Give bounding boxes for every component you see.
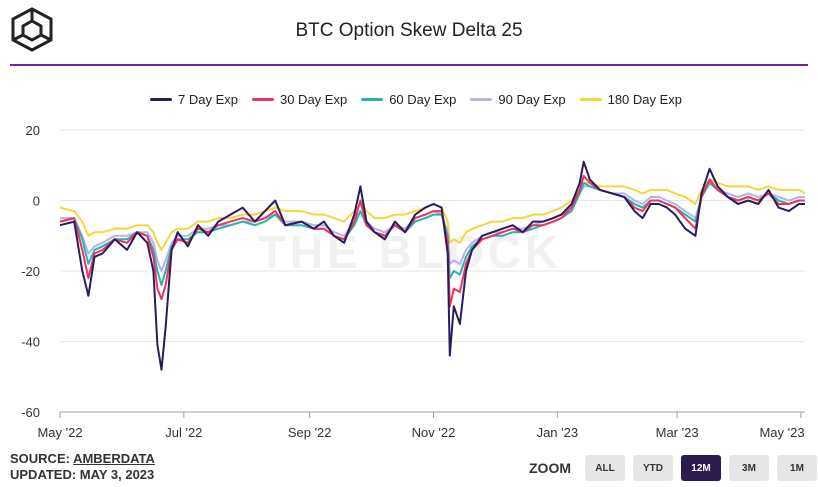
- legend-label: 90 Day Exp: [498, 92, 566, 107]
- x-tick-label: May '23: [759, 425, 804, 440]
- zoom-button-12m[interactable]: 12M: [681, 455, 721, 481]
- updated-text: UPDATED: MAY 3, 2023: [10, 467, 155, 482]
- source-line: SOURCE: AMBERDATA: [10, 451, 155, 467]
- zoom-button-all[interactable]: ALL: [585, 455, 625, 481]
- grid-lines: [60, 129, 805, 342]
- y-tick-label: -60: [21, 405, 40, 420]
- legend-label: 30 Day Exp: [279, 92, 348, 107]
- legend-swatch: [150, 98, 172, 101]
- y-tick-label: 20: [26, 123, 40, 138]
- legend-item-60-day-exp[interactable]: 60 Day Exp: [361, 92, 456, 107]
- series-line-180-day-exp: [59, 178, 806, 251]
- zoom-label: ZOOM: [529, 460, 571, 476]
- chart-legend: 7 Day Exp 30 Day Exp 60 Day Exp 90 Day Exp 1…: [150, 92, 682, 107]
- the-block-logo-icon: [10, 6, 54, 52]
- watermark-text: THE BLOCK: [258, 226, 562, 278]
- legend-label: 60 Day Exp: [389, 92, 457, 107]
- title-divider: [10, 64, 808, 66]
- legend-swatch: [579, 98, 602, 101]
- zoom-controls: ZOOM ALL YTD 12M 3M 1M: [529, 455, 817, 481]
- x-tick-label: Mar '23: [656, 425, 699, 440]
- x-tick-label: Sep '22: [288, 425, 332, 440]
- zoom-button-3m[interactable]: 3M: [729, 455, 769, 481]
- y-tick-label: -20: [21, 264, 40, 279]
- legend-item-90-day-exp[interactable]: 90 Day Exp: [470, 92, 566, 107]
- legend-swatch: [470, 98, 493, 101]
- legend-item-180-day-exp[interactable]: 180 Day Exp: [579, 92, 683, 107]
- x-axis-ticks: May '22 Jul '22 Sep '22 Nov '22 Jan '23 Mar '…: [37, 412, 805, 440]
- series-line-7-day-exp: [59, 160, 805, 371]
- zoom-button-1m[interactable]: 1M: [777, 455, 817, 481]
- x-tick-label: Jul '22: [165, 425, 202, 440]
- legend-label: 7 Day Exp: [178, 92, 238, 107]
- y-tick-label: -40: [21, 335, 40, 350]
- y-tick-label: 0: [33, 194, 40, 209]
- y-axis-ticks: 20 0 -20 -40 -60: [21, 123, 40, 420]
- chart-title: BTC Option Skew Delta 25: [295, 20, 523, 41]
- chart-footer: SOURCE: AMBERDATA UPDATED: MAY 3, 2023: [10, 451, 155, 483]
- legend-label: 180 Day Exp: [607, 92, 683, 107]
- source-prefix: SOURCE:: [10, 451, 74, 466]
- x-tick-label: May '22: [37, 425, 82, 440]
- legend-item-30-day-exp[interactable]: 30 Day Exp: [251, 92, 348, 107]
- source-link[interactable]: AMBERDATA: [73, 451, 155, 466]
- legend-swatch: [251, 98, 274, 101]
- legend-item-7-day-exp[interactable]: 7 Day Exp: [150, 92, 238, 107]
- x-tick-label: Nov '22: [412, 425, 456, 440]
- zoom-button-ytd[interactable]: YTD: [633, 455, 673, 481]
- series-lines: [59, 160, 806, 371]
- legend-swatch: [361, 98, 384, 101]
- x-tick-label: Jan '23: [537, 425, 579, 440]
